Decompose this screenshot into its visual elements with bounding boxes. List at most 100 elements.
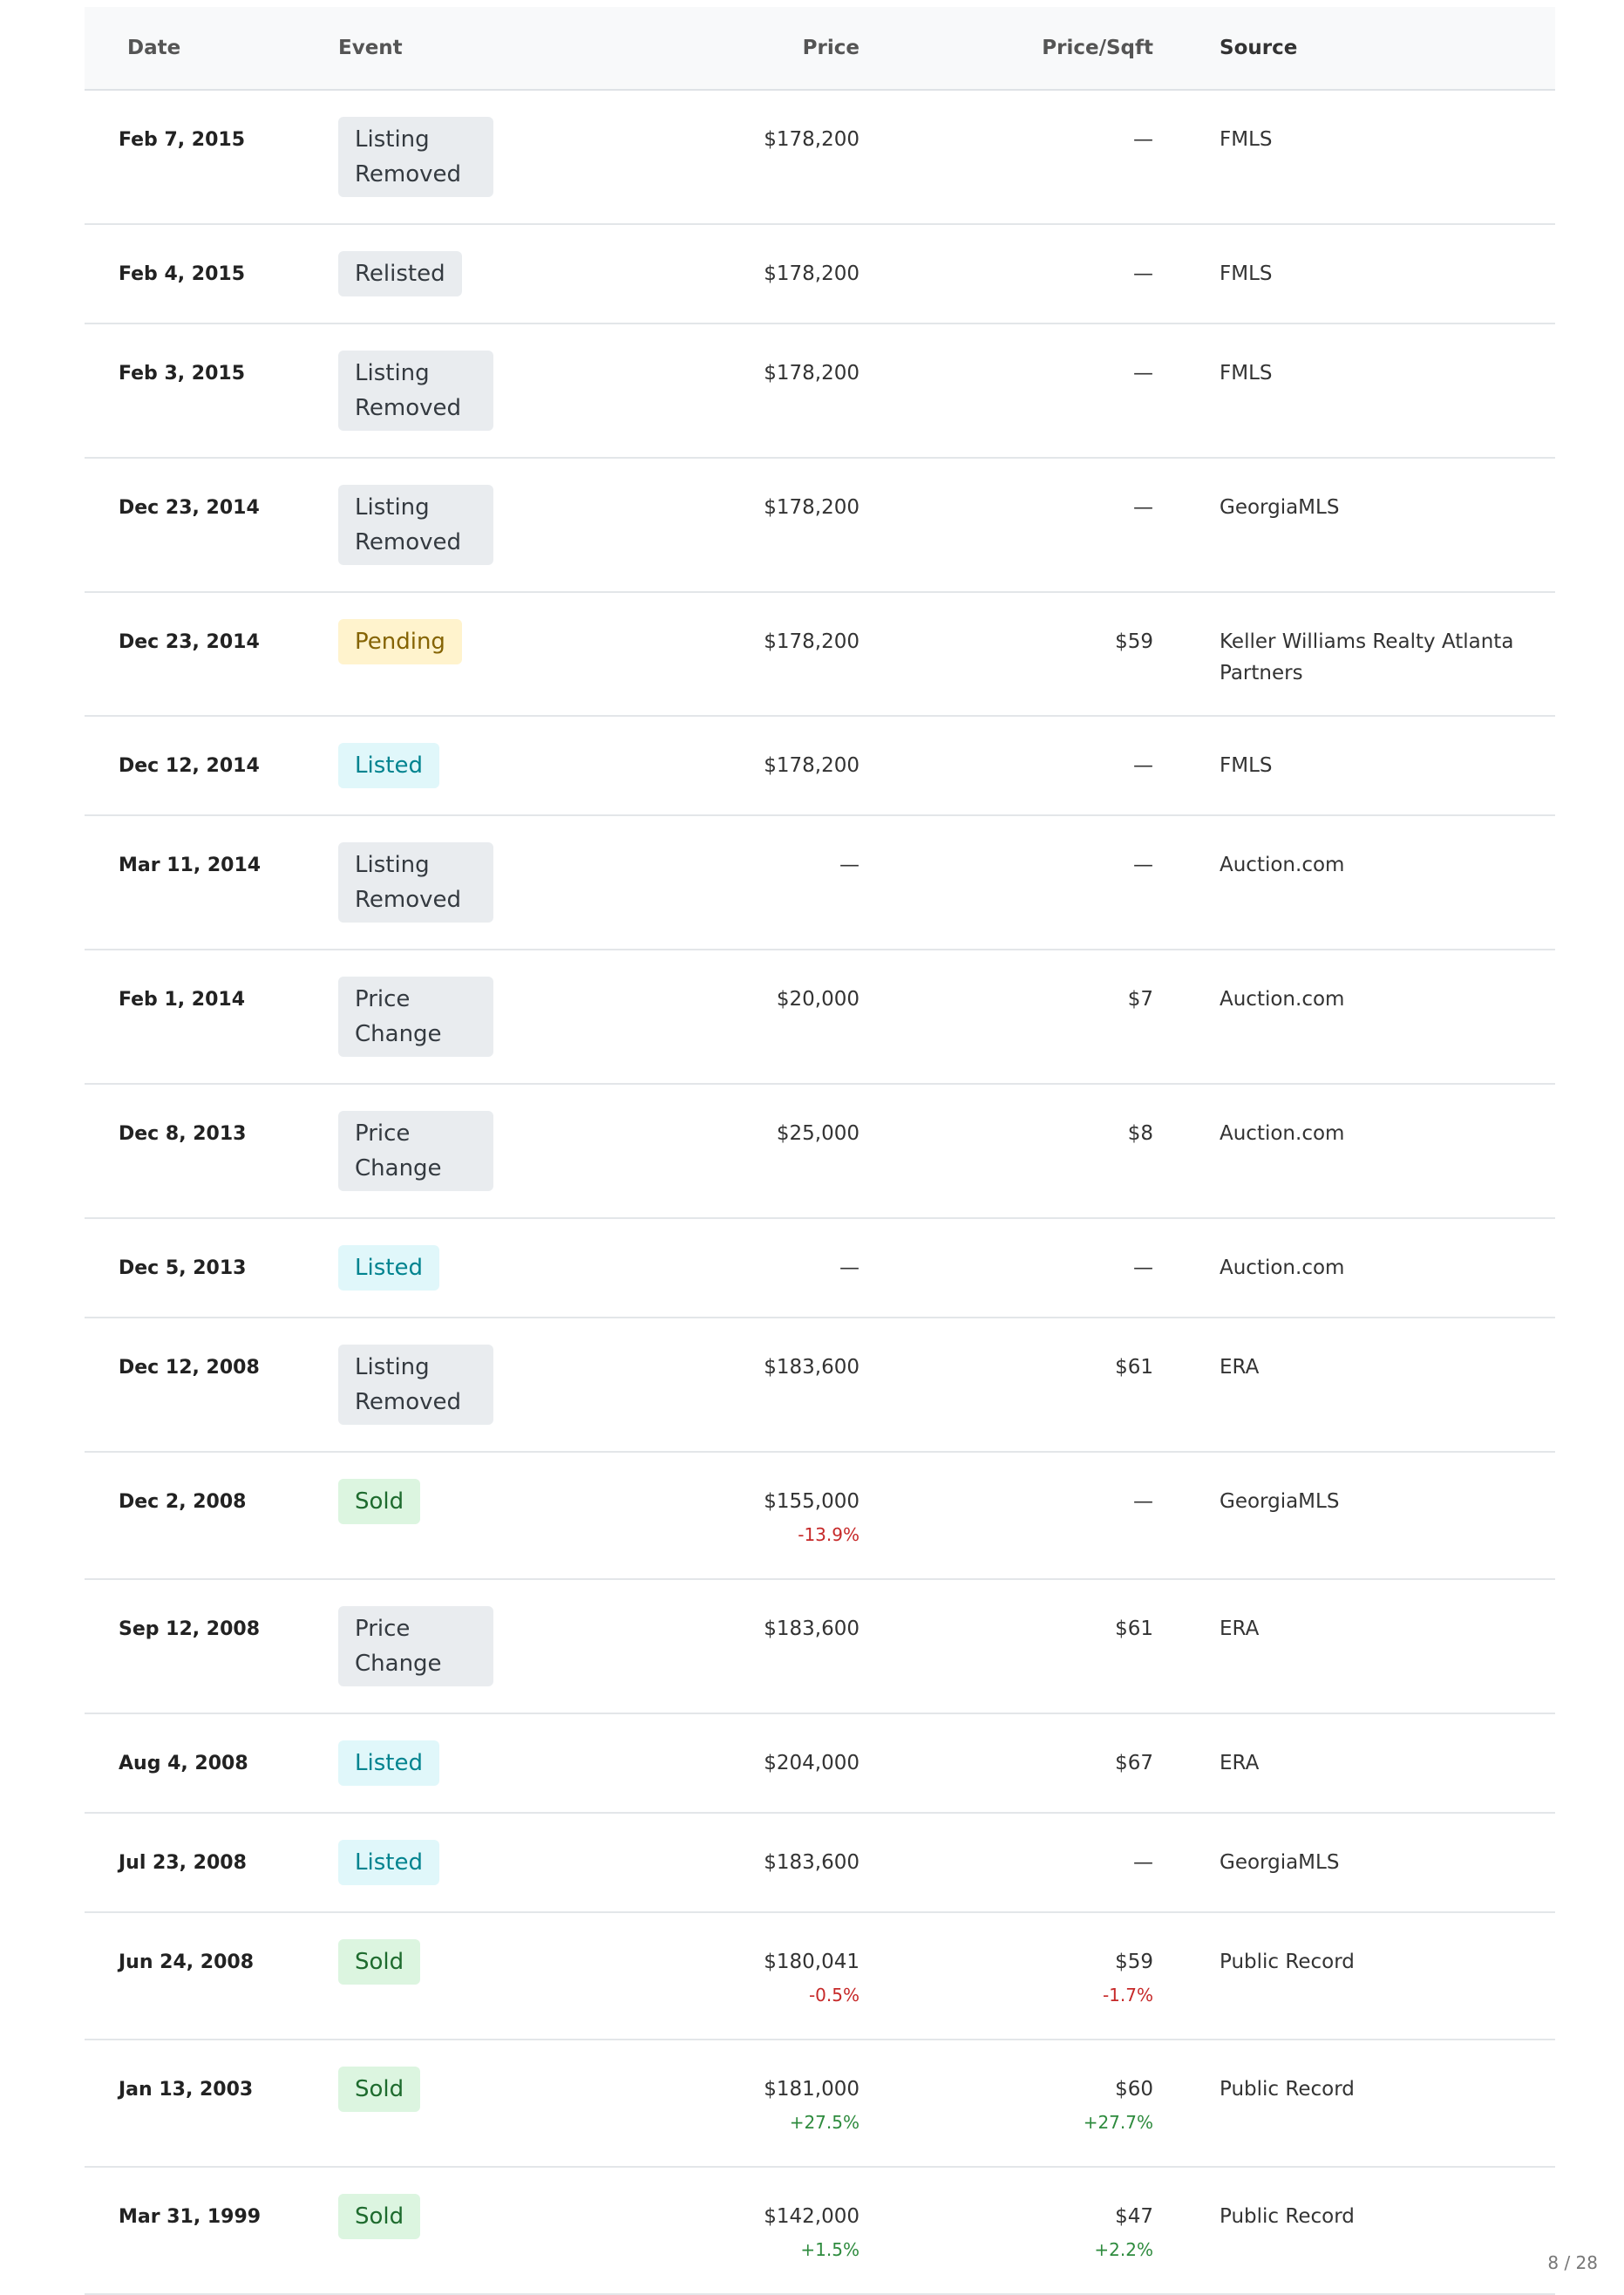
header-row: Date Event Price Price/Sqft Source — [85, 7, 1555, 91]
event-cell: Sold — [338, 1912, 663, 2040]
date: Dec 23, 2014 — [119, 631, 260, 653]
event-cell: Listing Removed — [338, 323, 663, 459]
price-sqft-cell: $60 +27.7% — [894, 2040, 1188, 2168]
history-row: Feb 4, 2015 Relisted $178,200 — FMLS — [85, 224, 1555, 324]
source: Public Record — [1220, 2205, 1355, 2228]
source-cell: Public Record — [1188, 2040, 1555, 2168]
history-row: Aug 4, 2008 Listed $204,000 $67 ERA — [85, 1713, 1555, 1814]
date: Feb 7, 2015 — [119, 129, 246, 151]
date: Feb 1, 2014 — [119, 989, 246, 1011]
source: Keller Williams Realty Atlanta Partners — [1220, 630, 1514, 684]
source-cell: Public Record — [1188, 1912, 1555, 2040]
price-sqft-cell: $7 — [894, 950, 1188, 1085]
source: FMLS — [1220, 128, 1273, 151]
price-sqft: — — [1133, 128, 1153, 151]
source-cell: FMLS — [1188, 224, 1555, 324]
date-cell: Aug 4, 2008 — [85, 1713, 338, 1814]
price-cell: $25,000 — [663, 1084, 894, 1219]
date: Dec 12, 2014 — [119, 755, 260, 777]
price-cell: $178,200 — [663, 323, 894, 459]
date-cell: Dec 12, 2008 — [85, 1318, 338, 1453]
event-badge: Pending — [338, 619, 462, 664]
date-cell: Dec 23, 2014 — [85, 458, 338, 593]
price-cell: $178,200 — [663, 716, 894, 816]
date: Mar 11, 2014 — [119, 855, 262, 876]
date: Feb 3, 2015 — [119, 363, 246, 385]
source: ERA — [1220, 1617, 1260, 1640]
date: Dec 8, 2013 — [119, 1123, 247, 1145]
price-sqft-cell: $61 — [894, 1579, 1188, 1714]
date: Jul 23, 2008 — [119, 1852, 247, 1874]
source-cell: FMLS — [1188, 90, 1555, 225]
event-cell: Listing Removed — [338, 90, 663, 225]
price-sqft: $59 — [1115, 630, 1153, 653]
source: Public Record — [1220, 2078, 1355, 2101]
date-cell: Dec 8, 2013 — [85, 1084, 338, 1219]
source: GeorgiaMLS — [1220, 496, 1340, 519]
history-row: Mar 11, 2014 Listing Removed — — Auction.com — [85, 815, 1555, 950]
source-cell: Auction.com — [1188, 815, 1555, 950]
history-row: Feb 7, 2015 Listing Removed $178,200 — FMLS — [85, 90, 1555, 225]
price-cell: $183,600 — [663, 1813, 894, 1913]
source-cell: ERA — [1188, 1579, 1555, 1714]
price-sqft: — — [1133, 1851, 1153, 1874]
event-badge: Sold — [338, 2194, 421, 2239]
date: Jun 24, 2008 — [119, 1951, 255, 1973]
price-sqft-cell: $67 — [894, 1713, 1188, 1814]
header: Price — [663, 7, 894, 91]
date-cell: Mar 11, 2014 — [85, 815, 338, 950]
date: Sep 12, 2008 — [119, 1618, 261, 1640]
price: $183,600 — [764, 1851, 860, 1874]
source: ERA — [1220, 1356, 1260, 1379]
event-cell: Relisted — [338, 224, 663, 324]
price-sqft: $61 — [1115, 1356, 1153, 1379]
event-cell: Listing Removed — [338, 815, 663, 950]
price-sqft-cell: — — [894, 815, 1188, 950]
event-badge: Price Change — [338, 1111, 493, 1191]
event-badge: Sold — [338, 1479, 421, 1524]
price-cell: $178,200 — [663, 90, 894, 225]
date-cell: Feb 7, 2015 — [85, 90, 338, 225]
price-sqft-cell: — — [894, 1813, 1188, 1913]
price-cell: $178,200 — [663, 458, 894, 593]
source-cell: Auction.com — [1188, 950, 1555, 1085]
price-sqft: $47 — [1115, 2205, 1153, 2228]
history-row: Jun 24, 2008 Sold $180,041 -0.5% $59 -1.7% Pub… — [85, 1912, 1555, 2040]
date-cell: Dec 23, 2014 — [85, 592, 338, 717]
price: — — [839, 854, 860, 876]
price: $180,041 — [764, 1951, 860, 1973]
history-row: Feb 1, 2014 Price Change $20,000 $7 Auction.… — [85, 950, 1555, 1085]
price: $183,600 — [764, 1356, 860, 1379]
price-sqft: $61 — [1115, 1617, 1153, 1640]
price: $204,000 — [764, 1752, 860, 1774]
history-row: Dec 23, 2014 Listing Removed $178,200 — Geor… — [85, 458, 1555, 593]
source: FMLS — [1220, 262, 1273, 285]
date-cell: Feb 1, 2014 — [85, 950, 338, 1085]
event-cell: Sold — [338, 2040, 663, 2168]
history-row: Dec 8, 2013 Price Change $25,000 $8 Auction.… — [85, 1084, 1555, 1219]
history-row: Dec 12, 2008 Listing Removed $183,600 $61 ER… — [85, 1318, 1555, 1453]
event-badge: Price Change — [338, 1606, 493, 1686]
price-cell: $180,041 -0.5% — [663, 1912, 894, 2040]
date-cell: Jun 24, 2008 — [85, 1912, 338, 2040]
source: FMLS — [1220, 754, 1273, 777]
date: Mar 31, 1999 — [119, 2206, 262, 2228]
price: $178,200 — [764, 128, 860, 151]
price: $178,200 — [764, 362, 860, 385]
event-badge: Listed — [338, 743, 439, 788]
price-sqft: $60 — [1115, 2078, 1153, 2101]
date-cell: Mar 31, 1999 — [85, 2167, 338, 2295]
price-sqft-cell: — — [894, 458, 1188, 593]
event-badge: Relisted — [338, 251, 462, 296]
event-cell: Price Change — [338, 950, 663, 1085]
event-badge: Sold — [338, 2067, 421, 2112]
price-sqft-cell: — — [894, 323, 1188, 459]
history-table: Date Event Price Price/Sqft Source Feb 7… — [85, 7, 1555, 2295]
date-cell: Dec 2, 2008 — [85, 1452, 338, 1580]
header: Price/Sqft — [894, 7, 1188, 91]
date-cell: Dec 12, 2014 — [85, 716, 338, 816]
price: $178,200 — [764, 630, 860, 653]
price: $178,200 — [764, 496, 860, 519]
page-indicator: 8 / 28 — [1547, 2252, 1598, 2273]
